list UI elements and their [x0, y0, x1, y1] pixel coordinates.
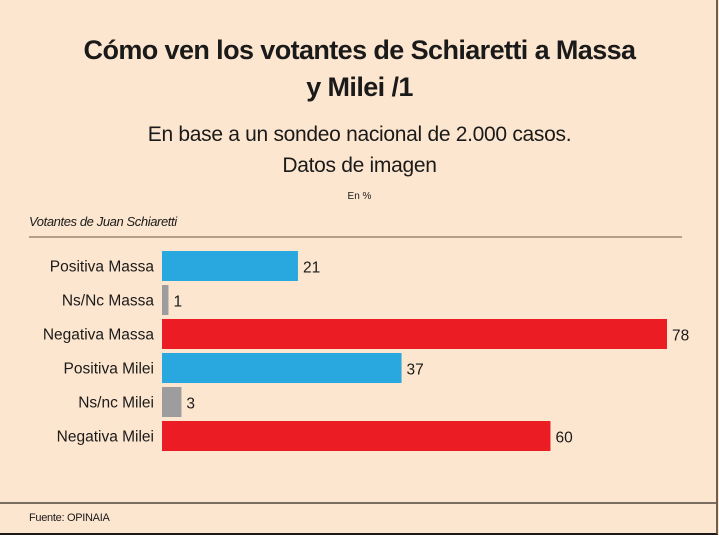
subtitle-line-2: Datos de imagen [282, 154, 437, 177]
category-label: Negativa Massa [43, 327, 155, 344]
bar-positiva-massa [162, 251, 298, 281]
subtitle-line-1: En base a un sondeo nacional de 2.000 ca… [147, 123, 572, 146]
title-line-1: Cómo ven los votantes de Schiaretti a Ma… [83, 35, 637, 65]
bar-negativa-milei [162, 421, 551, 451]
bar-ns-nc-massa [162, 285, 169, 315]
category-label: Positiva Milei [64, 361, 154, 378]
bottom-divider [0, 502, 716, 504]
data-label: 1 [173, 294, 182, 311]
category-label: Negativa Milei [57, 429, 154, 446]
data-label: 21 [303, 260, 320, 277]
data-label: 3 [186, 396, 195, 413]
category-label: Ns/Nc Massa [62, 293, 155, 310]
category-label: Positiva Massa [50, 259, 155, 276]
bar-negativa-massa [162, 319, 667, 349]
data-label: 37 [407, 362, 424, 379]
data-label: 78 [672, 328, 689, 345]
category-label: Ns/nc Milei [78, 395, 154, 412]
bar-ns-nc-milei [162, 387, 182, 417]
bar-positiva-milei [162, 353, 402, 383]
source-note: Fuente: OPINAIA [29, 512, 110, 524]
unit-note: En % [347, 191, 372, 202]
title-line-2: y Milei /1 [306, 72, 413, 102]
chart-title: Cómo ven los votantes de Schiaretti a Ma… [0, 32, 719, 106]
group-label: Votantes de Juan Schiaretti [29, 214, 177, 229]
data-label: 60 [555, 430, 573, 447]
top-divider [29, 236, 682, 238]
chart-subtitle: En base a un sondeo nacional de 2.000 ca… [0, 119, 719, 181]
